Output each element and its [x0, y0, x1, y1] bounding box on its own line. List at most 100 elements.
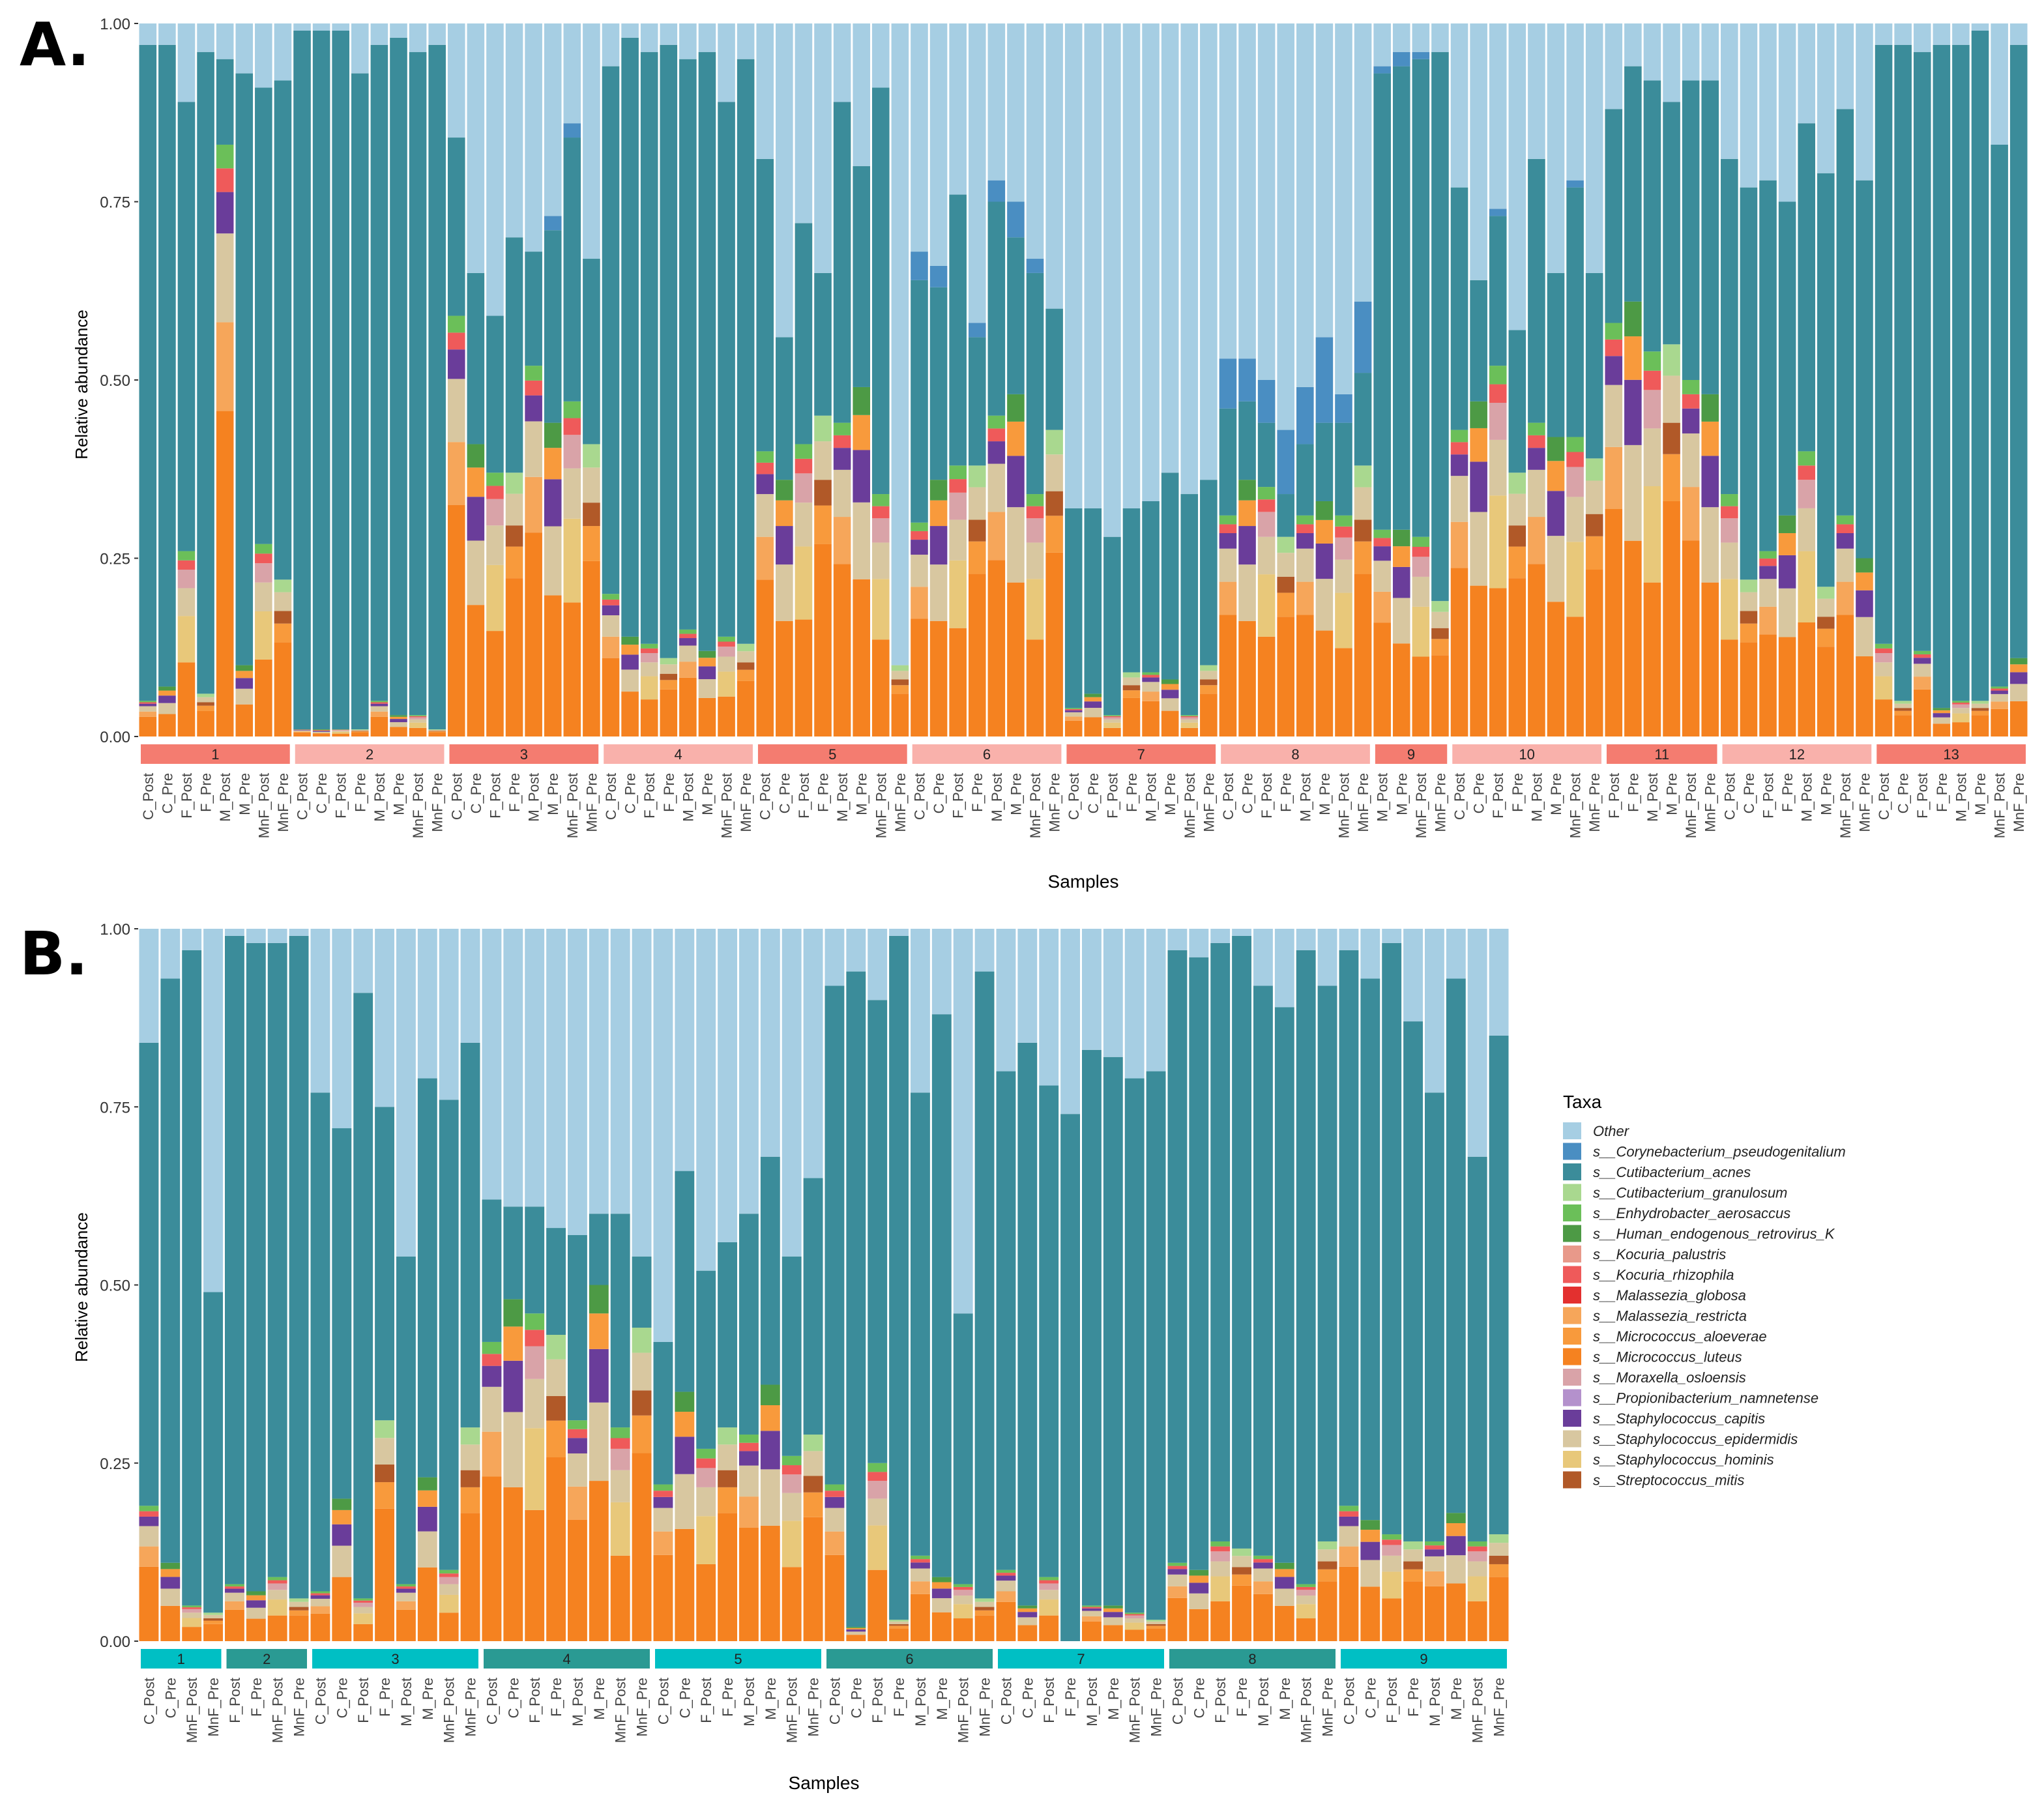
bar-segment-other [610, 929, 630, 1214]
bar-segment-gran [274, 579, 292, 592]
bar-segment-sepi [825, 1508, 845, 1532]
panel-b-y-axis-title: Relative abundance [72, 1212, 91, 1362]
legend-item: s__Streptococcus_mitis [1563, 1471, 1744, 1489]
bar-segment-shom [718, 671, 735, 697]
bar-segment-mlut [158, 714, 176, 736]
bar-segment-scap [653, 1496, 673, 1508]
bar-segment-sepi [737, 651, 755, 663]
bar-segment-smit [1489, 1555, 1509, 1564]
x-tick-label: F_Post [1212, 1678, 1229, 1723]
stacked-bar [274, 23, 292, 736]
bar-segment-other [1296, 929, 1316, 950]
x-tick-label: C_Pre [1019, 1678, 1036, 1718]
x-tick-label: F_Pre [1278, 773, 1294, 812]
bar-segment-corP [1257, 380, 1276, 423]
bar-segment-mlut [1189, 1609, 1209, 1641]
x-tick-label: MnF_Post [1683, 773, 1699, 838]
bar-segment-gran [889, 1620, 909, 1622]
bar-segment-sepi [871, 542, 890, 579]
bar-segment-enh [267, 1577, 287, 1581]
bar-segment-krhi [1039, 1580, 1059, 1584]
bar-segment-mlut [1274, 1605, 1294, 1641]
bar-segment-mlut [525, 532, 542, 736]
bar-segment-scap [996, 1575, 1016, 1581]
bar-segment-mlut [390, 727, 407, 736]
bar-segment-herv [1238, 480, 1256, 501]
group-strip [998, 1649, 1164, 1669]
x-tick-label: C_Post [484, 1678, 500, 1725]
bar-segment-sepi [1238, 564, 1256, 621]
legend-swatch [1563, 1369, 1581, 1386]
bar-segment-mlut [1315, 630, 1334, 736]
stacked-bar [1933, 23, 1951, 736]
x-tick-label: F_Post [179, 773, 195, 819]
bar-segment-smit [968, 519, 986, 542]
bar-segment-acnes [1663, 102, 1680, 345]
bar-segment-acnes [505, 237, 523, 473]
bar-segment-gran [660, 658, 678, 665]
bar-segment-maloe [160, 1569, 181, 1577]
bar-segment-acnes [1064, 508, 1083, 708]
bar-segment-krhi [781, 1465, 802, 1475]
stacked-bar [974, 929, 995, 1641]
bar-segment-mlut [1403, 1581, 1423, 1641]
group-strip-label: 9 [1407, 746, 1415, 763]
bar-segment-sepi [158, 703, 176, 714]
bar-segment-mlut [632, 1453, 652, 1641]
bar-segment-enh [1798, 451, 1815, 466]
bar-segment-acnes [833, 102, 851, 423]
bar-segment-shom [439, 1594, 459, 1613]
group-strip [655, 1649, 821, 1669]
stacked-bar [718, 23, 735, 736]
stacked-bar [1508, 23, 1526, 736]
bar-segment-corP [987, 180, 1006, 202]
bar-segment-other [1103, 23, 1121, 537]
bar-segment-acnes [1017, 1042, 1038, 1606]
bar-segment-other [1007, 23, 1025, 202]
bar-segment-herv [1360, 1520, 1380, 1530]
bar-segment-smit [546, 1396, 566, 1421]
y-tick-label: 0.50 [100, 372, 130, 390]
bar-segment-acnes [781, 1256, 802, 1456]
bar-segment-mlut [833, 564, 851, 736]
bar-segment-other [1142, 23, 1160, 501]
bar-segment-mlut [160, 1605, 181, 1641]
bar-segment-maloe [274, 623, 292, 643]
bar-segment-maloe [974, 1610, 995, 1616]
stacked-bar [1339, 929, 1359, 1641]
bar-segment-mosl [182, 1609, 202, 1613]
bar-segment-mosl [1798, 480, 1815, 508]
bar-segment-shom [563, 518, 581, 603]
x-tick-label: M_Pre [854, 773, 870, 815]
bar-segment-sepi [1991, 693, 2008, 702]
bar-segment-herv [698, 650, 716, 658]
bar-segment-other [1161, 23, 1179, 473]
bar-segment-other [776, 23, 793, 338]
stacked-bar [814, 23, 832, 736]
bar-segment-maloe [1007, 421, 1025, 456]
bar-segment-gran [1508, 473, 1526, 494]
bar-segment-other [1721, 23, 1738, 159]
bar-segment-acnes [803, 1178, 823, 1435]
bar-segment-acnes [1894, 44, 1912, 701]
bar-segment-sepi [274, 592, 292, 611]
bar-segment-scap [1778, 555, 1796, 589]
bar-segment-gran [1200, 665, 1218, 671]
stacked-bar [409, 23, 427, 736]
bar-segment-smit [1894, 708, 1912, 711]
legend-item: s__Staphylococcus_epidermidis [1563, 1430, 1798, 1448]
bar-segment-sepi [929, 564, 948, 621]
bar-segment-mlut [1547, 602, 1565, 736]
bar-segment-smit [1585, 514, 1603, 536]
bar-segment-maloe [760, 1405, 780, 1431]
x-tick-label: F_Post [333, 773, 349, 819]
bar-segment-maloe [390, 716, 407, 720]
x-tick-label: M_Pre [1548, 773, 1564, 815]
bar-segment-maloe [1431, 639, 1449, 656]
legend-label: s__Cutibacterium_granulosum [1593, 1185, 1787, 1201]
y-tick-label: 0.00 [100, 729, 130, 746]
bar-segment-acnes [2009, 44, 2028, 658]
bar-segment-mlut [310, 1613, 330, 1641]
bar-segment-smit [1663, 422, 1680, 454]
legend-item: s__Human_endogenous_retrovirus_K [1563, 1225, 1835, 1242]
